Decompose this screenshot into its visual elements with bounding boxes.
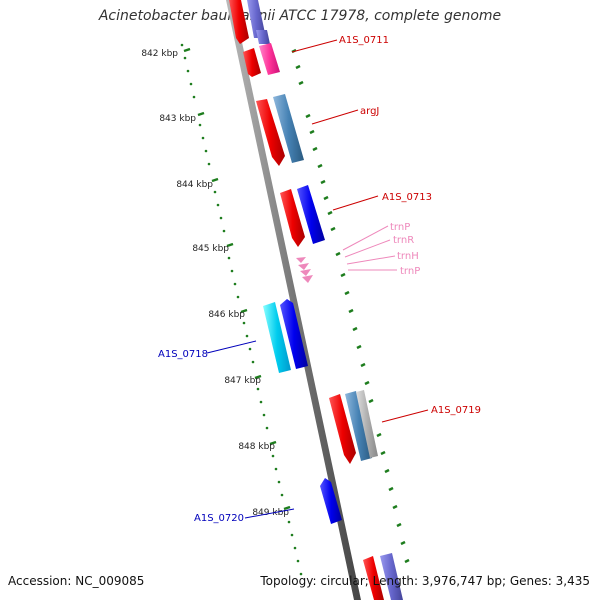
leader-lines [206, 39, 429, 519]
label-trnr: trnR [393, 235, 414, 246]
tick-label: 844 kbp [176, 180, 213, 190]
genome-summary: Topology: circular; Length: 3,976,747 bp… [260, 574, 590, 588]
gene-a1s-0718[interactable] [263, 299, 308, 373]
inner-ruler [180, 43, 303, 576]
gene-a1s-0711[interactable] [243, 43, 280, 77]
gene-a1s-0713[interactable] [280, 185, 325, 247]
tick-label: 848 kbp [238, 442, 275, 452]
outer-ruler [291, 48, 410, 564]
label-a1s-0713: A1S_0713 [382, 192, 432, 203]
backbone [226, 0, 361, 600]
label-a1s-0711: A1S_0711 [339, 35, 389, 46]
label-trnp-2: trnP [400, 266, 420, 277]
label-argj: argJ [360, 106, 379, 117]
trna-markers[interactable] [296, 257, 313, 283]
gene-top-partial[interactable] [229, 0, 270, 44]
tick-label: 847 kbp [224, 376, 261, 386]
genome-title: Acinetobacter baumannii ATCC 17978, comp… [98, 8, 502, 24]
label-trnh: trnH [397, 251, 419, 262]
tick-label: 843 kbp [159, 114, 196, 124]
gene-labels: A1S_0711 argJ A1S_0713 trnP trnR trnH tr… [158, 35, 481, 524]
accession-text: Accession: NC_009085 [8, 574, 145, 588]
gene-a1s-0719[interactable] [329, 390, 378, 464]
inner-ruler-ticks [183, 47, 291, 511]
tick-label: 846 kbp [208, 310, 245, 320]
gene-argj[interactable] [256, 94, 304, 166]
gene-bottom-partial[interactable] [363, 553, 403, 600]
tick-label: 842 kbp [141, 49, 178, 59]
label-trnp-1: trnP [390, 222, 410, 233]
tick-label: 845 kbp [192, 244, 229, 254]
label-a1s-0719: A1S_0719 [431, 405, 481, 416]
gene-a1s-0720[interactable] [320, 478, 342, 524]
label-a1s-0720: A1S_0720 [194, 513, 244, 524]
label-a1s-0718: A1S_0718 [158, 349, 208, 360]
